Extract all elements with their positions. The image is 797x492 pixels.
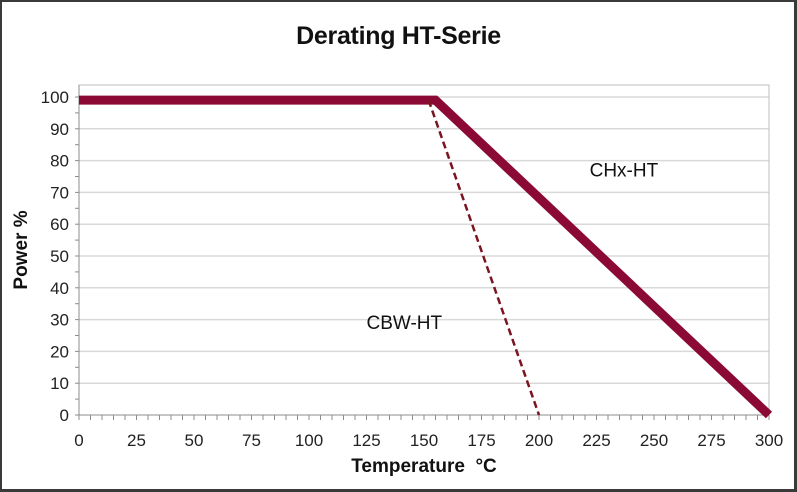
- x-tick-label: 0: [74, 431, 83, 450]
- annotations: CHx-HT CBW-HT: [367, 161, 659, 335]
- x-tick-label: 50: [185, 431, 204, 450]
- x-tick-label: 75: [242, 431, 261, 450]
- x-tick-label: 200: [525, 431, 553, 450]
- x-axis-label: Temperature °C: [351, 456, 497, 477]
- y-axis-label: Power %: [11, 210, 32, 289]
- annotation-chx-ht: CHx-HT: [590, 161, 659, 182]
- y-tick-label: 90: [50, 120, 69, 139]
- y-tick-label: 30: [50, 311, 69, 330]
- y-tick-label: 50: [50, 247, 69, 266]
- x-tick-label: 175: [467, 431, 495, 450]
- x-tick-label: 150: [410, 431, 438, 450]
- y-tick-label: 20: [50, 342, 69, 361]
- x-tick-label: 225: [582, 431, 610, 450]
- series-chx-ht: [79, 95, 773, 419]
- x-tick-label: 275: [697, 431, 725, 450]
- chart-title: Derating HT-Serie: [296, 22, 501, 50]
- x-tick-label: 300: [755, 431, 783, 450]
- annotation-cbw-ht: CBW-HT: [367, 313, 443, 334]
- x-tick-label: 250: [640, 431, 668, 450]
- y-tick-label: 80: [50, 152, 69, 171]
- y-tick-label: 40: [50, 279, 69, 298]
- x-tick-label: 100: [295, 431, 323, 450]
- gridlines: [79, 96, 769, 384]
- y-tick-label: 100: [41, 88, 69, 107]
- y-tick-label: 70: [50, 183, 69, 202]
- y-tick-label: 60: [50, 215, 69, 234]
- plot-area-border: [78, 84, 770, 416]
- series-cbw-ht: [427, 99, 541, 416]
- y-tick-label: 10: [50, 374, 69, 393]
- y-tick-label: 0: [60, 406, 69, 425]
- tick-labels: 0 10 20 30 40 50 60 70 80 90 100 0 25 50 75 100 125 150 17…: [41, 88, 784, 450]
- x-tick-label: 125: [352, 431, 380, 450]
- axes: [75, 85, 770, 420]
- series-lines: [79, 95, 773, 419]
- x-tick-label: 25: [127, 431, 146, 450]
